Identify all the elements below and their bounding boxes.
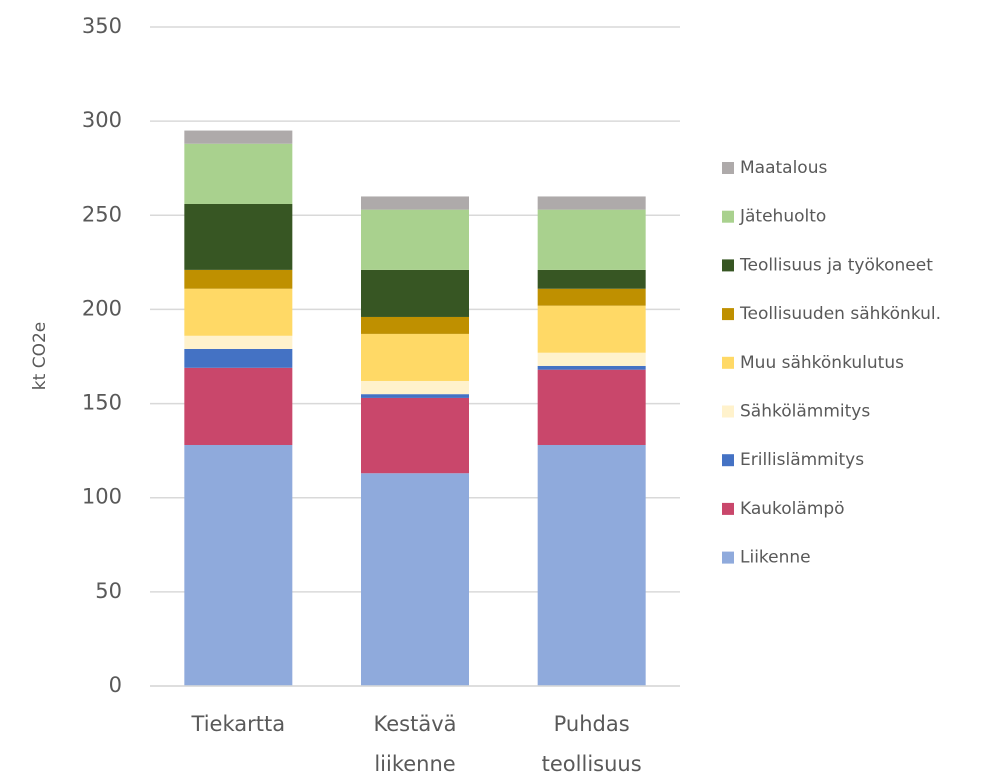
- legend-label: Maatalous: [740, 158, 827, 178]
- bar-segment: [537, 369, 646, 445]
- x-tick-label-line: teollisuus: [542, 752, 642, 776]
- legend-label: Erillislämmitys: [740, 450, 864, 470]
- bar-segment: [361, 316, 469, 334]
- y-tick-label: 150: [82, 391, 122, 415]
- bar-segment: [537, 352, 646, 366]
- legend-label: Liikenne: [740, 548, 811, 568]
- x-tick-label: Kestävä liikenne: [374, 712, 457, 776]
- legend-swatch: [722, 454, 734, 467]
- y-tick-label: 0: [109, 673, 122, 697]
- x-tick-label: Tiekartta: [191, 712, 286, 736]
- bar-segment: [184, 130, 293, 144]
- bar-segment: [361, 209, 469, 270]
- y-tick-label: 350: [82, 14, 122, 38]
- bar-segment: [537, 365, 646, 370]
- y-tick-label: 100: [82, 485, 122, 509]
- legend-label: Muu sähkönkulutus: [740, 353, 904, 373]
- bar-segment: [361, 473, 469, 686]
- bar-segment: [537, 269, 646, 289]
- bar-segment: [184, 348, 293, 368]
- x-tick-label-line: Kestävä: [374, 712, 457, 736]
- legend-swatch: [722, 405, 734, 418]
- y-tick-label: 200: [82, 296, 122, 320]
- legend-swatch: [722, 551, 734, 564]
- legend-swatch: [722, 502, 734, 515]
- bar-segment: [184, 335, 293, 349]
- x-tick-label-line: Puhdas: [554, 712, 630, 736]
- bar-segment: [361, 380, 469, 395]
- bar-segment: [184, 143, 293, 204]
- y-tick-label: 250: [82, 202, 122, 226]
- bar-segment: [361, 397, 469, 474]
- y-tick-label: 300: [82, 108, 122, 132]
- legend-swatch: [722, 308, 734, 321]
- bar-segment: [184, 203, 293, 270]
- x-tick-label-line: liikenne: [374, 752, 455, 776]
- y-axis-label: kt CO2e: [30, 322, 50, 390]
- legend-label: Teollisuuden sähkönkul.: [739, 304, 941, 324]
- legend-label: Jätehuolto: [739, 207, 826, 227]
- legend-swatch: [722, 259, 734, 272]
- bar-segment: [184, 367, 293, 445]
- legend-label: Teollisuus ja työkoneet: [739, 255, 933, 275]
- bar-segment: [184, 288, 293, 336]
- bar-segment: [184, 269, 293, 289]
- bar-segment: [361, 196, 469, 210]
- legend-label: Kaukolämpö: [740, 499, 845, 519]
- x-tick-label: Puhdas teollisuus: [542, 712, 642, 776]
- bar-segment: [537, 444, 646, 686]
- legend-swatch: [722, 162, 734, 174]
- bar-segment: [361, 333, 469, 381]
- bar-segment: [361, 394, 469, 398]
- bar-segment: [537, 209, 646, 270]
- legend-swatch: [722, 210, 734, 223]
- bar-segment: [537, 305, 646, 353]
- y-tick-label: 50: [95, 579, 122, 603]
- bar-segment: [184, 444, 293, 686]
- bar-segment: [537, 288, 646, 306]
- bar-segment: [537, 196, 646, 210]
- legend-label: Sähkölämmitys: [740, 402, 870, 422]
- legend-swatch: [722, 356, 734, 369]
- bar-segment: [361, 269, 469, 317]
